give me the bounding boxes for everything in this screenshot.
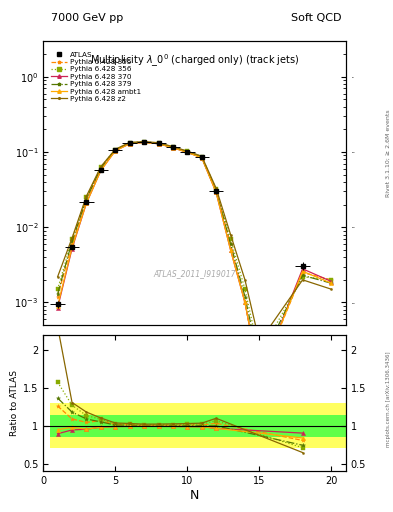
Text: mcplots.cern.ch [arXiv:1306.3436]: mcplots.cern.ch [arXiv:1306.3436] — [386, 352, 391, 447]
Text: Soft QCD: Soft QCD — [292, 13, 342, 23]
X-axis label: N: N — [190, 488, 199, 502]
Legend: ATLAS, Pythia 6.428 355, Pythia 6.428 356, Pythia 6.428 370, Pythia 6.428 379, P: ATLAS, Pythia 6.428 355, Pythia 6.428 35… — [50, 50, 143, 103]
Y-axis label: Ratio to ATLAS: Ratio to ATLAS — [10, 370, 19, 436]
Text: Rivet 3.1.10; ≥ 2.6M events: Rivet 3.1.10; ≥ 2.6M events — [386, 110, 391, 198]
Text: Multiplicity $\lambda\_0^0$ (charged only) (track jets): Multiplicity $\lambda\_0^0$ (charged onl… — [90, 52, 299, 69]
Text: ATLAS_2011_I919017: ATLAS_2011_I919017 — [153, 269, 236, 279]
Text: 7000 GeV pp: 7000 GeV pp — [51, 13, 123, 23]
